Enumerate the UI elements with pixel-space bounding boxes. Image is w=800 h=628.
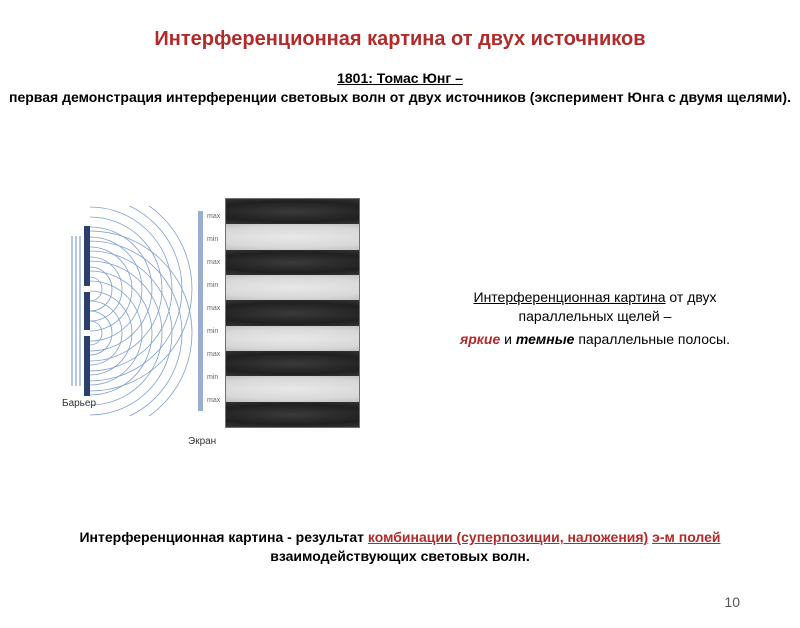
side-mid: и [500, 331, 516, 347]
subtitle-line1: 1801: Томас Юнг – [337, 70, 463, 86]
mm-label: min [207, 374, 218, 381]
screen-label: Экран [188, 436, 216, 447]
page-number: 10 [724, 594, 740, 610]
bottom-pre: Интерференционная картина - результат [79, 529, 367, 545]
figure: S₁ S₂ [70, 198, 380, 458]
subtitle-rest: первая демонстрация интерференции светов… [9, 89, 791, 105]
fringe [226, 250, 359, 275]
bottom-post: взаимодействующих световых волн. [270, 548, 529, 564]
fringe [226, 300, 359, 325]
mm-label: max [207, 397, 220, 404]
side-line1-underlined: Интерференционная картина [474, 289, 666, 305]
bottom-em: э-м полей [652, 529, 720, 545]
mm-label: max [207, 305, 220, 312]
fringe [226, 376, 359, 401]
bottom-combo: комбинации (суперпозиции, наложения) [368, 529, 648, 545]
interference-fringes [225, 198, 360, 428]
side-post: параллельные полосы. [574, 331, 730, 347]
mm-label: max [207, 259, 220, 266]
wave-diagram: S₁ S₂ [70, 206, 230, 416]
bottom-caption: Интерференционная картина - результат ко… [0, 528, 800, 566]
slide-title: Интерференционная картина от двух источн… [0, 28, 800, 51]
fringe [226, 275, 359, 300]
fringe [226, 199, 359, 224]
barrier-label: Барьер [62, 398, 96, 409]
subtitle: 1801: Томас Юнг – первая демонстрация ин… [0, 69, 800, 107]
fringe [226, 224, 359, 249]
mm-label: min [207, 282, 218, 289]
fringe [226, 402, 359, 427]
mm-label: min [207, 328, 218, 335]
mm-label: max [207, 351, 220, 358]
side-bright: яркие [460, 331, 500, 347]
side-dark: темные [516, 331, 575, 347]
side-caption: Интерференционная картина от двух паралл… [430, 288, 760, 349]
fringe [226, 326, 359, 351]
mm-label: max [207, 213, 220, 220]
mm-label: min [207, 236, 218, 243]
fringe [226, 351, 359, 376]
